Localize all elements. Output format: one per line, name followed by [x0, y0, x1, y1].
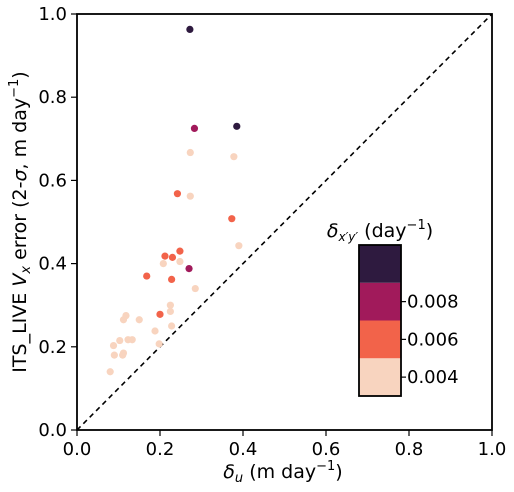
data-point [186, 148, 194, 157]
data-point [186, 25, 194, 33]
x-axis-label: δu (m day−1) [223, 459, 342, 486]
colorbar-bin [359, 320, 401, 359]
y-tick-label: 0.2 [38, 337, 67, 358]
y-axis-label: ITS_LIVE Vx error (2-σ, m day−1) [7, 71, 34, 372]
colorbar-bin [359, 282, 401, 321]
data-point [119, 316, 128, 324]
colorbar-tick-label: 0.006 [407, 329, 459, 350]
data-point [135, 316, 143, 324]
x-tick-label: 0.6 [312, 439, 341, 460]
data-point [106, 368, 114, 376]
x-tick-label: 0.0 [63, 439, 92, 460]
y-tick-label: 0.0 [38, 420, 67, 441]
data-point [155, 340, 163, 348]
x-tick-label: 1.0 [478, 439, 507, 460]
data-point [230, 153, 238, 161]
y-tick-label: 1.0 [38, 4, 67, 25]
data-point [191, 284, 199, 293]
y-tick-label: 0.8 [38, 87, 67, 108]
y-tick-label: 0.6 [38, 170, 67, 191]
data-point [156, 310, 164, 318]
x-tick-label: 0.4 [229, 439, 258, 460]
data-point [110, 351, 118, 359]
colorbar-bin [359, 245, 401, 283]
data-point [166, 307, 174, 316]
data-point [190, 124, 199, 132]
colorbar-tick-label: 0.004 [407, 367, 459, 388]
data-point [235, 242, 243, 250]
data-point [168, 322, 176, 330]
data-point [159, 260, 167, 268]
data-point [176, 257, 184, 266]
plot-area: 0.0 0.2 0.4 0.6 0.8 1.0 0.0 0.2 0.4 0.6 0.8 1.0 [38, 4, 506, 460]
data-point [168, 253, 177, 261]
one-to-one-line [76, 13, 493, 431]
colorbar-tick-label: 0.008 [407, 292, 459, 313]
data-point [128, 336, 136, 344]
data-point [185, 264, 193, 273]
data-point [161, 252, 169, 260]
data-point [228, 215, 236, 223]
data-point [143, 272, 151, 280]
data-point [233, 122, 241, 130]
data-point [168, 275, 176, 284]
data-point [116, 336, 124, 345]
x-tick-label: 0.2 [146, 439, 175, 460]
colorbar-bin [359, 358, 401, 396]
data-point [109, 341, 118, 350]
data-point [151, 327, 159, 335]
colorbar: 0.004 0.006 0.008 [358, 244, 459, 397]
data-point [166, 301, 174, 309]
colorbar-title: δx′y′ (day−1) [327, 218, 433, 244]
data-point [119, 351, 127, 359]
colorbar-frame [358, 244, 402, 397]
x-tick-label: 0.8 [395, 439, 424, 460]
data-point [173, 190, 182, 198]
plot-frame [76, 13, 493, 431]
data-point [186, 192, 194, 200]
data-point [176, 247, 184, 255]
y-tick-label: 0.4 [38, 254, 67, 275]
